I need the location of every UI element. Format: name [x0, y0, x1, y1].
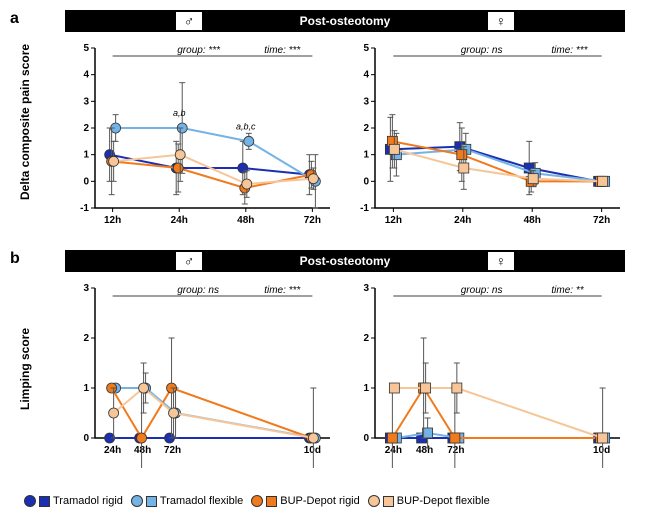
svg-text:48h: 48h	[416, 445, 433, 456]
legend-label: BUP-Depot flexible	[397, 495, 490, 507]
svg-text:time: ***: time: ***	[264, 285, 301, 296]
svg-text:2: 2	[83, 333, 89, 344]
svg-text:-1: -1	[360, 203, 369, 214]
svg-text:12h: 12h	[104, 215, 121, 226]
svg-text:72h: 72h	[164, 445, 181, 456]
svg-text:3: 3	[363, 96, 369, 107]
legend-marker-square	[39, 496, 50, 507]
male-icon: ♂	[175, 11, 203, 31]
legend-marker-circle	[251, 495, 263, 507]
svg-text:48h: 48h	[524, 215, 541, 226]
svg-text:0: 0	[363, 433, 369, 444]
svg-text:a,b: a,b	[173, 108, 186, 118]
legend-label: BUP-Depot rigid	[280, 495, 359, 507]
svg-text:24h: 24h	[104, 445, 121, 456]
svg-text:72h: 72h	[447, 445, 464, 456]
svg-text:4: 4	[363, 70, 369, 81]
svg-text:5: 5	[363, 43, 369, 54]
female-icon-b: ♀	[487, 251, 515, 271]
svg-text:10d: 10d	[593, 445, 610, 456]
svg-text:group: ns: group: ns	[461, 45, 503, 56]
header-bar-a: Post-osteotomy ♂ ♀	[65, 10, 625, 32]
svg-text:2: 2	[83, 123, 89, 134]
female-icon: ♀	[487, 11, 515, 31]
male-icon-b: ♂	[175, 251, 203, 271]
svg-text:5: 5	[83, 43, 89, 54]
header-title-a: Post-osteotomy	[300, 14, 391, 28]
svg-text:4: 4	[83, 70, 89, 81]
legend-item-tr-rigid: Tramadol rigid	[24, 495, 123, 507]
plot-b-male: 0 1 2 3 24h 48h 72h 10d group: ns time: ***	[65, 278, 340, 468]
svg-text:time: ***: time: ***	[264, 45, 301, 56]
panel-letter-b: b	[10, 250, 20, 268]
header-title-b: Post-osteotomy	[300, 254, 391, 268]
legend-item-bup-flex: BUP-Depot flexible	[368, 495, 490, 507]
figure: a b Delta composite pain score Limping s…	[0, 0, 660, 514]
plot-b-female: 0 1 2 3 24h 48h 72h 10d group: ns time: **	[345, 278, 630, 468]
svg-text:24h: 24h	[454, 215, 471, 226]
svg-text:-1: -1	[80, 203, 89, 214]
svg-text:group: ns: group: ns	[177, 285, 219, 296]
svg-text:2: 2	[363, 333, 369, 344]
svg-text:time: ***: time: ***	[551, 45, 588, 56]
legend-label: Tramadol rigid	[53, 495, 123, 507]
svg-text:time: **: time: **	[551, 285, 584, 296]
svg-text:24h: 24h	[385, 445, 402, 456]
ylabel-a: Delta composite pain score	[18, 44, 32, 200]
legend-marker-square	[266, 496, 277, 507]
svg-text:group: ***: group: ***	[177, 45, 221, 56]
legend-marker-circle	[24, 495, 36, 507]
svg-text:1: 1	[83, 383, 89, 394]
svg-text:24h: 24h	[171, 215, 188, 226]
svg-text:group: ns: group: ns	[461, 285, 503, 296]
svg-text:1: 1	[363, 383, 369, 394]
legend-item-tr-flex: Tramadol flexible	[131, 495, 243, 507]
legend-marker-square	[146, 496, 157, 507]
svg-text:2: 2	[363, 123, 369, 134]
svg-text:72h: 72h	[593, 215, 610, 226]
legend-marker-square	[383, 496, 394, 507]
svg-text:0: 0	[363, 176, 369, 187]
svg-text:3: 3	[83, 96, 89, 107]
svg-text:10d: 10d	[304, 445, 321, 456]
ylabel-b: Limping score	[18, 328, 32, 410]
svg-text:a,b,c: a,b,c	[236, 121, 256, 131]
plot-a-female: -1 0 1 2 3 4 5 12h 24h 48h 72h group: ns time: ***	[345, 38, 630, 238]
legend-item-bup-rigid: BUP-Depot rigid	[251, 495, 359, 507]
svg-text:0: 0	[83, 176, 89, 187]
svg-text:48h: 48h	[237, 215, 254, 226]
svg-text:72h: 72h	[304, 215, 321, 226]
svg-text:1: 1	[363, 150, 369, 161]
legend-marker-circle	[368, 495, 380, 507]
legend-label: Tramadol flexible	[160, 495, 243, 507]
svg-text:0: 0	[83, 433, 89, 444]
legend: Tramadol rigid Tramadol flexible BUP-Dep…	[24, 490, 650, 512]
header-bar-b: Post-osteotomy ♂ ♀	[65, 250, 625, 272]
panel-letter-a: a	[10, 10, 19, 28]
svg-text:1: 1	[83, 150, 89, 161]
svg-text:48h: 48h	[134, 445, 151, 456]
svg-text:3: 3	[83, 283, 89, 294]
legend-marker-circle	[131, 495, 143, 507]
svg-text:12h: 12h	[385, 215, 402, 226]
svg-text:3: 3	[363, 283, 369, 294]
plot-a-male: -1 0 1 2 3 4 5 12h 24h 48h 72h group: *** time: *** a…	[65, 38, 340, 238]
